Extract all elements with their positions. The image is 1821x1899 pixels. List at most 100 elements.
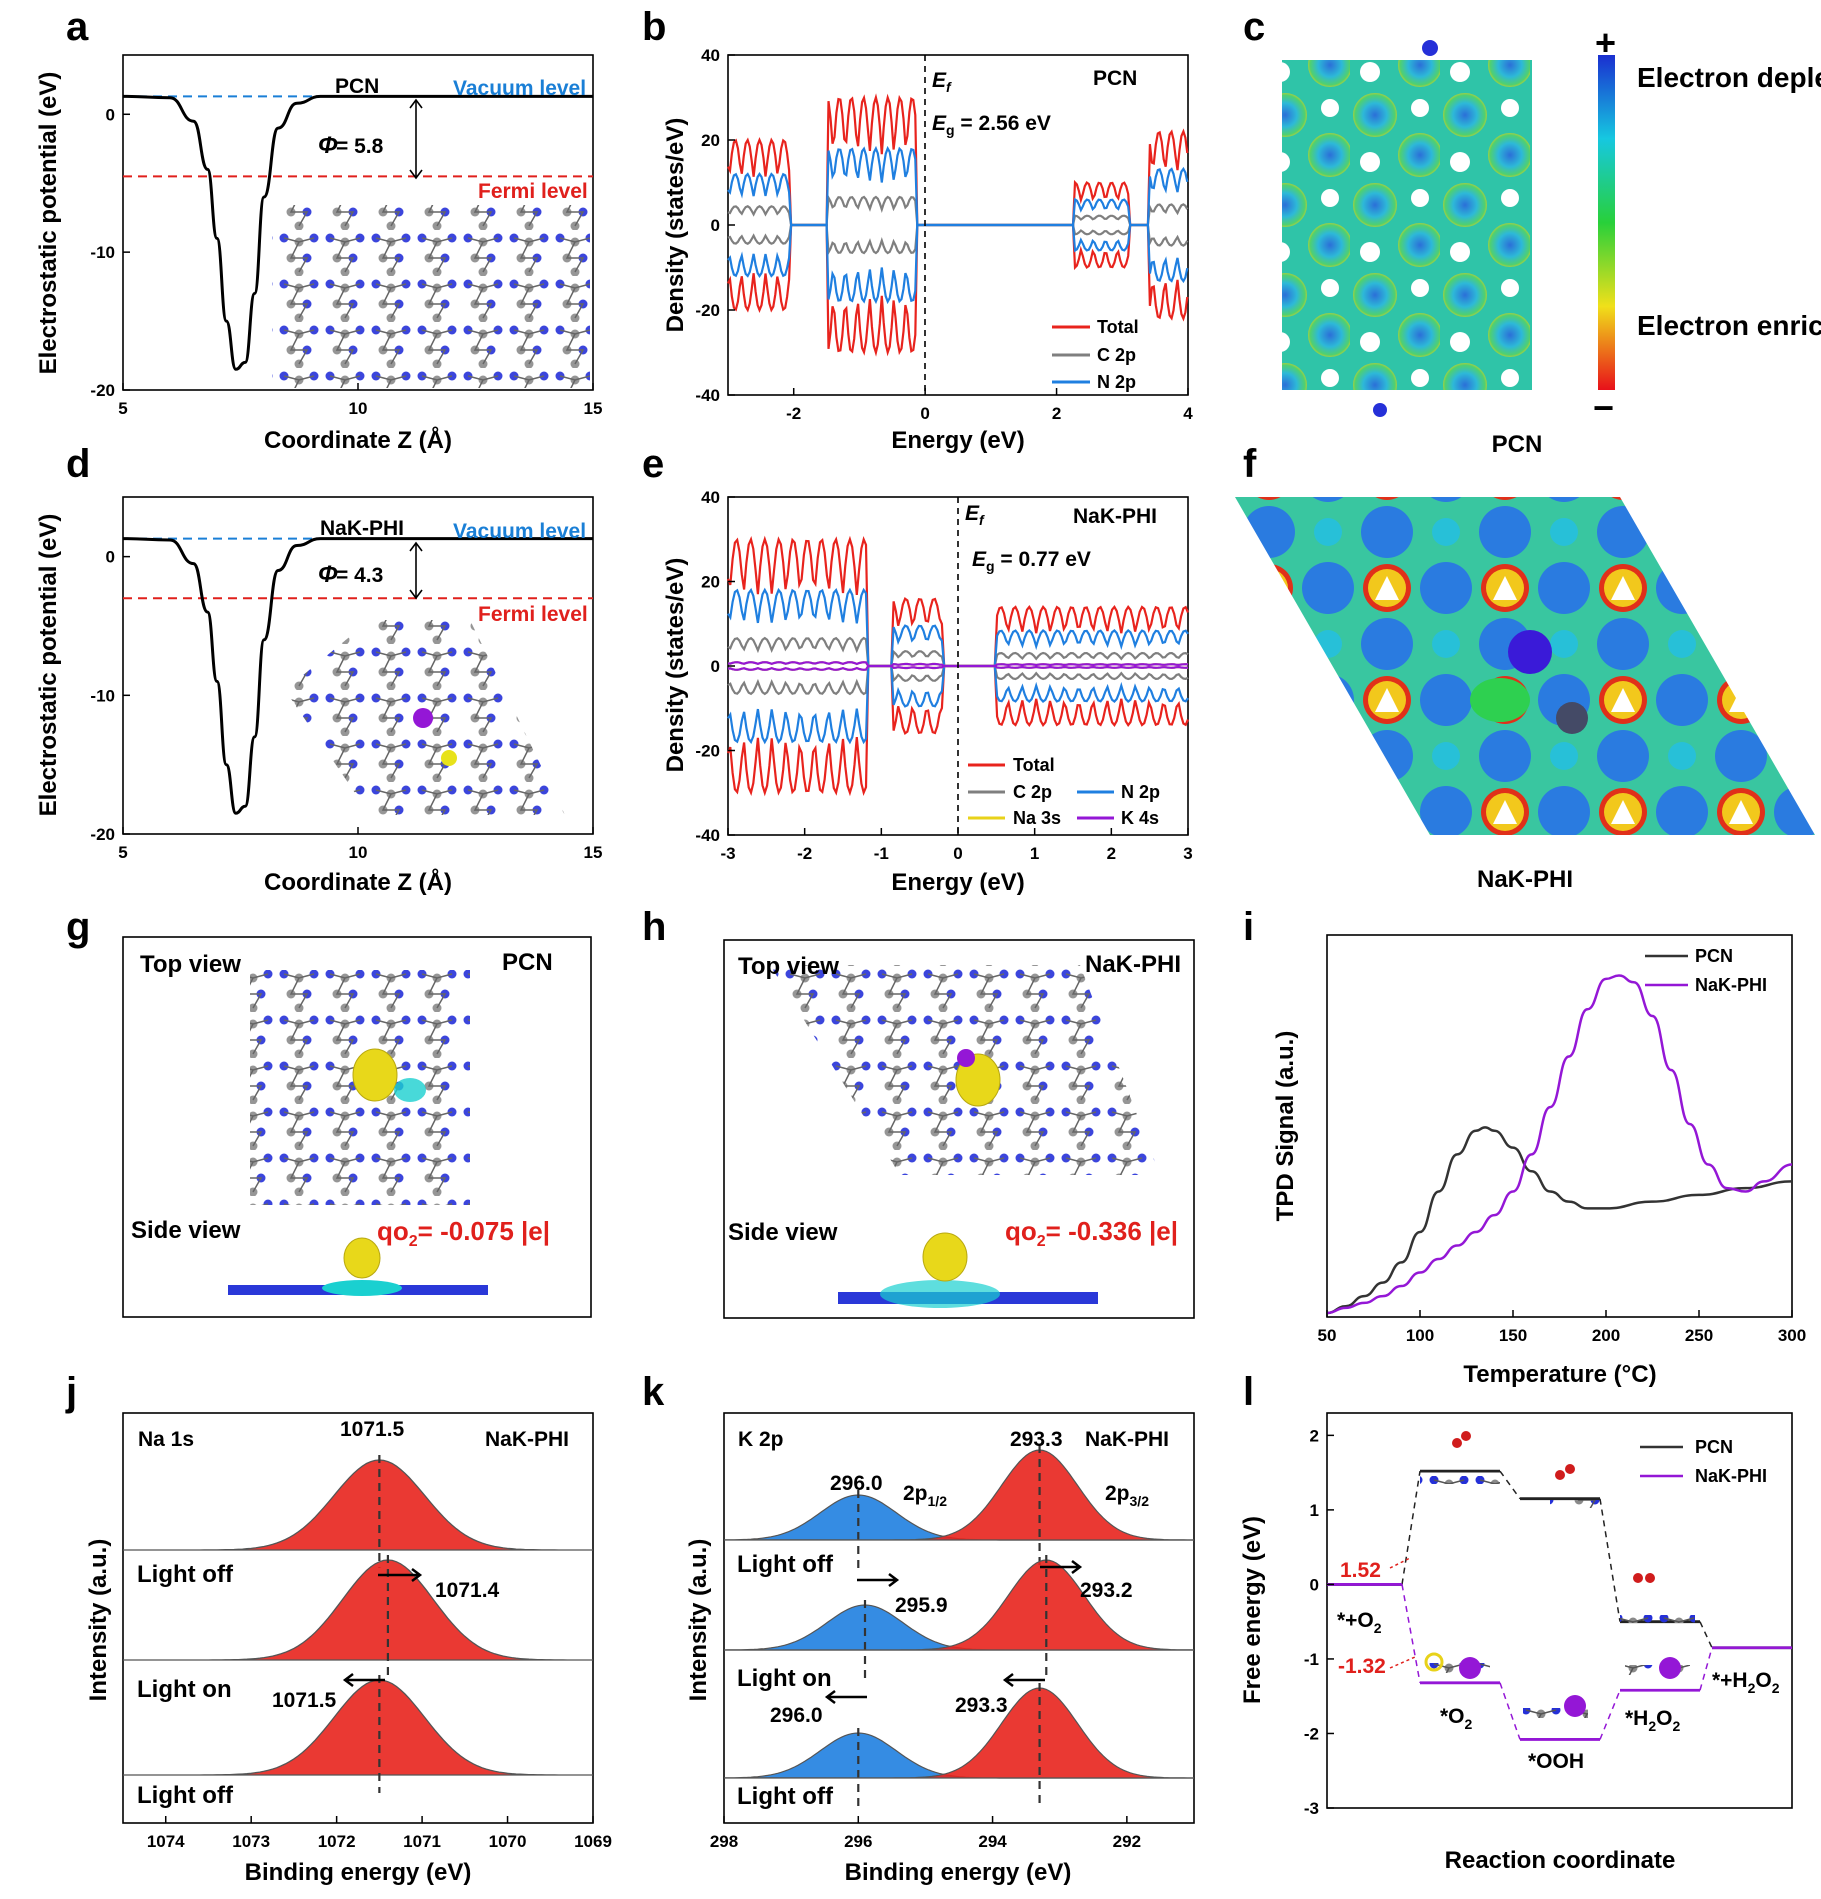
peak-label-2: 1071.4: [435, 1579, 500, 1602]
vacuum-level-label: Vacuum level: [453, 520, 586, 543]
y-tick-label: -40: [695, 386, 720, 405]
x-tick-label: 1: [1030, 844, 1039, 863]
panel-k-peaks: [723, 1445, 1195, 1808]
y-tick-label: -2: [1304, 1724, 1319, 1743]
energy-annotation-pcn: 1.52: [1340, 1559, 1381, 1582]
y-tick-label: 0: [711, 657, 720, 676]
panel-g-frame: [122, 936, 592, 1318]
free-energy-levels: [1327, 1469, 1792, 1741]
x-tick-label: 5: [118, 843, 127, 862]
x-tick-label: 2: [1052, 404, 1061, 423]
y-tick-label: 40: [701, 46, 720, 65]
y-tick-label: 0: [711, 216, 720, 235]
energy-connector: [1499, 1470, 1521, 1500]
x-tick-label: 300: [1778, 1326, 1806, 1345]
y-tick-label: -20: [695, 742, 720, 761]
side-view-label: Side view: [131, 1217, 241, 1244]
xps-peak-na1s: [123, 1559, 593, 1661]
sample-label: NaK-PHI: [485, 1428, 569, 1451]
panel-i-legend: PCN NaK-PHI: [1645, 946, 1767, 995]
panel-d-title: NaK-PHI: [320, 517, 404, 540]
x-tick-label: 2: [1107, 844, 1116, 863]
energy-connector: [1499, 1682, 1521, 1740]
panel-label-i: i: [1243, 905, 1254, 949]
y-tick-label: -40: [695, 826, 720, 845]
potential-curve: [122, 537, 593, 815]
shift-arrow-12-left: [824, 1690, 867, 1704]
x-tick-label: 100: [1406, 1326, 1434, 1345]
pcn-o2-adsorption-image: [228, 970, 488, 1296]
x-tick-label: 10: [349, 399, 368, 418]
y-tick-label: 1: [1310, 1501, 1319, 1520]
y-tick-label: 0: [106, 105, 115, 124]
sample-label: NaK-PHI: [1085, 1428, 1169, 1451]
panel-j-peaks: [123, 1455, 593, 1793]
element-label: K 2p: [738, 1428, 784, 1451]
h2o2-molecule-icon: [1620, 1573, 1695, 1623]
legend-k4s: K 4s: [1121, 808, 1159, 828]
charge-transfer-label: qo2= -0.075 |e|: [377, 1216, 550, 1250]
panel-label-h: h: [642, 905, 666, 949]
x-tick-label: 298: [710, 1832, 738, 1851]
peak-32-value-3: 293.3: [955, 1694, 1008, 1717]
panel-k: K 2p NaK-PHI 293.3 296.0 2p1/2 2p3/2 Lig…: [685, 1412, 1195, 1886]
x-tick-label: 3: [1183, 844, 1192, 863]
panel-a-ticks: 5 10 15 0 -10 -20: [90, 105, 602, 418]
energy-connector: [1401, 1471, 1421, 1585]
state-label-1: Light off: [737, 1551, 834, 1578]
panel-label-g: g: [66, 905, 90, 949]
fermi-level-label: Fermi level: [478, 180, 588, 203]
charge-transfer-label: qo2= -0.336 |e|: [1005, 1216, 1178, 1250]
x-tick-label: 1071: [403, 1832, 441, 1851]
y-tick-label: -20: [90, 381, 115, 400]
panel-l-legend: PCN NaK-PHI: [1640, 1437, 1767, 1486]
peak-label-3: 1071.5: [272, 1689, 337, 1712]
state-label-3: Light off: [737, 1783, 834, 1810]
legend-total: Total: [1097, 317, 1139, 337]
x-tick-label: -2: [797, 844, 812, 863]
y-tick-label: -10: [90, 686, 115, 705]
panel-k-ylabel: Intensity (a.u.): [685, 1539, 712, 1702]
panel-f-title: NaK-PHI: [1477, 866, 1573, 893]
panel-l-ylabel: Free energy (eV): [1239, 1516, 1266, 1704]
panel-i-ylabel: TPD Signal (a.u.): [1272, 1031, 1299, 1222]
x-tick-label: 10: [349, 843, 368, 862]
energy-connector: [1699, 1647, 1713, 1691]
panel-j-frame: [122, 1412, 594, 1824]
peak-12-value-2: 295.9: [895, 1594, 948, 1617]
xps-peak-k2p: [724, 1449, 1194, 1541]
x-tick-label: 50: [1318, 1326, 1337, 1345]
panel-b-xlabel: Energy (eV): [891, 427, 1024, 454]
panel-e-title: NaK-PHI: [1073, 505, 1157, 528]
panel-label-l: l: [1243, 1370, 1254, 1414]
top-view-label: Top view: [140, 951, 241, 978]
peak-32-value-1: 293.3: [1010, 1428, 1063, 1451]
legend-total: Total: [1013, 755, 1055, 775]
x-tick-label: 1072: [318, 1832, 356, 1851]
peak-12-label: 2p1/2: [903, 1482, 947, 1509]
y-tick-label: 20: [701, 131, 720, 150]
panel-g: Top view PCN Side view qo2= -0.075 |e|: [122, 936, 592, 1318]
energy-connector: [1699, 1621, 1713, 1649]
panel-l-xlabel: Reaction coordinate: [1445, 1847, 1676, 1874]
panel-a-xlabel: Coordinate Z (Å): [264, 426, 452, 454]
panel-b-legend: Total C 2p N 2p: [1052, 317, 1139, 392]
x-tick-label: -1: [874, 844, 889, 863]
y-tick-label: 20: [701, 573, 720, 592]
colorbar-bottom-label: Electron enrichment: [1637, 310, 1821, 341]
panel-f: NaK-PHI: [1235, 497, 1815, 893]
y-tick-label: 0: [106, 548, 115, 567]
shift-arrow-32-left: [1002, 1673, 1045, 1687]
x-tick-label: 1073: [232, 1832, 270, 1851]
xps-peak-k2p: [724, 1559, 1195, 1651]
panel-e-legend: Total N 2p C 2p Na 3s K 4s: [968, 755, 1160, 828]
colorbar-top-label: Electron depletion: [1637, 62, 1821, 93]
energy-connector: [1401, 1584, 1421, 1683]
x-tick-label: 294: [978, 1832, 1007, 1851]
panel-k-ticks: 298 296 294 292: [710, 1816, 1141, 1851]
legend-n2p: N 2p: [1121, 782, 1160, 802]
legend-na3s: Na 3s: [1013, 808, 1061, 828]
state-ooh: *OOH: [1528, 1750, 1584, 1773]
panel-i: PCN NaK-PHI 50 100 150 200 250 300 Temperatur…: [1272, 934, 1806, 1388]
